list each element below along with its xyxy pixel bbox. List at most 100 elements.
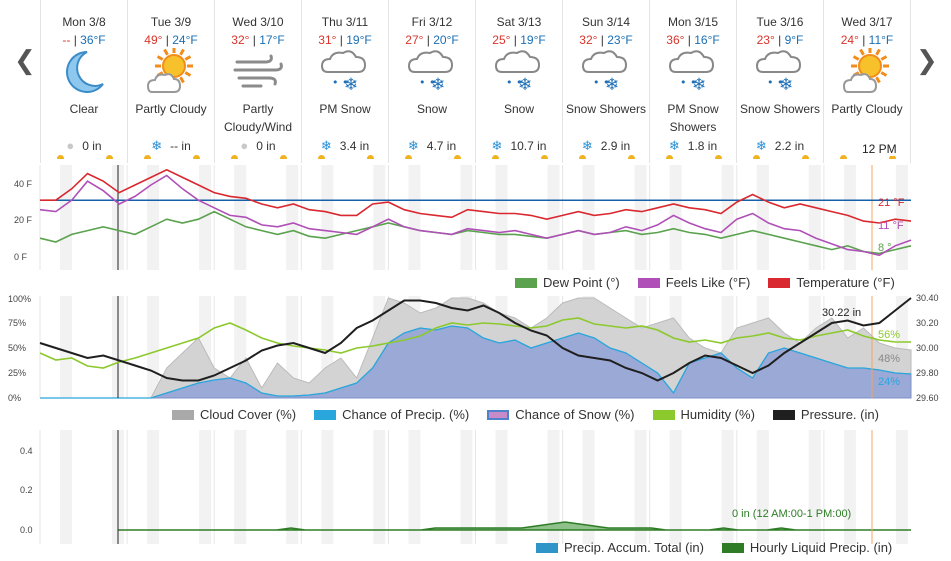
legend-swatch bbox=[172, 409, 194, 420]
day-column[interactable]: Sun 3/14 32° | 23°F • • ❄ Snow Showers ❄ 2… bbox=[562, 0, 649, 163]
day-column[interactable]: Wed 3/17 24° | 11°F Partly Cloudy bbox=[823, 0, 911, 163]
wind-icon bbox=[215, 48, 301, 96]
condition-text: PM Snow Showers bbox=[667, 102, 719, 134]
legend-label: Hourly Liquid Precip. (in) bbox=[749, 540, 893, 555]
legend-swatch bbox=[536, 542, 558, 553]
legend-item[interactable]: Precip. Accum. Total (in) bbox=[536, 540, 704, 555]
dew-point-value-label: 8 ° bbox=[878, 242, 892, 254]
temperature-chart: 40 F 20 F 0 F 21 °F 11 °F 8 ° bbox=[14, 165, 912, 270]
precip-chance-line bbox=[40, 325, 912, 399]
cloud-value-label: 48% bbox=[878, 353, 900, 365]
legend-item[interactable]: Chance of Snow (%) bbox=[487, 407, 635, 422]
next-days-button[interactable]: ❯ bbox=[916, 46, 938, 76]
condition-text: Partly Cloudy bbox=[135, 102, 207, 116]
temperature-value-label: 21 °F bbox=[878, 197, 905, 209]
legend-item[interactable]: Feels Like (°F) bbox=[637, 275, 750, 290]
low-temp: 17°F bbox=[259, 33, 285, 47]
raindrop-icon: ● bbox=[66, 138, 75, 153]
condition-text: Clear bbox=[69, 102, 99, 116]
svg-text:❄: ❄ bbox=[431, 75, 445, 95]
legend-label: Precip. Accum. Total (in) bbox=[564, 540, 704, 555]
legend-item[interactable]: Humidity (%) bbox=[652, 407, 755, 422]
sunrise-icon bbox=[840, 155, 847, 159]
high-temp: 36° bbox=[666, 33, 685, 47]
high-temp: 32° bbox=[579, 33, 598, 47]
svg-text:❄: ❄ bbox=[779, 75, 793, 95]
day-temps: 31° | 19°F bbox=[318, 33, 372, 47]
snow-icon: • • ❄ bbox=[563, 48, 649, 96]
day-column[interactable]: Thu 3/11 31° | 19°F • • ❄ PM Snow ❄ 3.4 in bbox=[301, 0, 388, 163]
day-temps: 32° | 23°F bbox=[579, 33, 633, 47]
snowflake-icon: ❄ bbox=[668, 138, 680, 153]
day-column[interactable]: Sat 3/13 25° | 19°F • • ❄ Snow ❄ 10.7 in bbox=[475, 0, 562, 163]
temperature-legend: Dew Point (°) Feels Like (°F) Temperature … bbox=[515, 275, 895, 290]
day-label: Mon 3/8 bbox=[62, 15, 106, 29]
legend-item[interactable]: Dew Point (°) bbox=[515, 275, 620, 290]
condition-text: PM Snow bbox=[319, 102, 371, 116]
day-temps: 32° | 17°F bbox=[231, 33, 285, 47]
y2-tick-label: 29.80 bbox=[916, 368, 939, 378]
y-tick-label: 75% bbox=[8, 318, 26, 328]
legend-item[interactable]: Chance of Precip. (%) bbox=[314, 407, 469, 422]
condition-text: Snow bbox=[503, 102, 535, 116]
precip-legend: Precip. Accum. Total (in) Hourly Liquid P… bbox=[536, 540, 892, 555]
legend-item[interactable]: Hourly Liquid Precip. (in) bbox=[721, 540, 893, 555]
precip-amount: ❄ -- in bbox=[151, 138, 191, 153]
day-column[interactable]: Wed 3/10 32° | 17°F Partly Cloudy/Wind ●… bbox=[214, 0, 301, 163]
legend-swatch bbox=[772, 409, 795, 420]
sunset-icon bbox=[889, 155, 896, 159]
y-tick-label: 0 F bbox=[14, 252, 28, 262]
snowflake-icon: ❄ bbox=[320, 138, 332, 153]
snowflake-icon: ❄ bbox=[491, 138, 503, 153]
legend-item[interactable]: Cloud Cover (%) bbox=[172, 407, 296, 422]
snowflake-icon: ❄ bbox=[407, 138, 419, 153]
raindrop-icon: ● bbox=[240, 138, 249, 153]
svg-text:❄: ❄ bbox=[605, 75, 619, 95]
legend-item[interactable]: Pressure. (in) bbox=[772, 407, 879, 422]
precip-amount: ● 0 in bbox=[240, 138, 276, 153]
partly-cloudy-icon bbox=[128, 48, 214, 96]
previous-days-button[interactable]: ❮ bbox=[14, 46, 36, 76]
day-column[interactable]: Fri 3/12 27° | 20°F • • ❄ Snow ❄ 4.7 in bbox=[388, 0, 475, 163]
temperature-line bbox=[40, 168, 912, 224]
humidity-line bbox=[39, 317, 911, 369]
svg-text:• •: • • bbox=[332, 76, 348, 89]
low-temp: 23°F bbox=[607, 33, 633, 47]
sunset-icon bbox=[541, 155, 548, 159]
hourly-precip-area bbox=[118, 521, 911, 531]
y-tick-label: 0% bbox=[8, 393, 21, 403]
snowflake-icon: ❄ bbox=[755, 138, 767, 153]
day-column[interactable]: Mon 3/15 36° | 16°F • • ❄ PM Snow Showers… bbox=[649, 0, 736, 163]
snow-icon: • • ❄ bbox=[302, 48, 388, 96]
legend-swatch bbox=[314, 409, 337, 420]
sunrise-icon bbox=[57, 155, 64, 159]
sunrise-icon bbox=[144, 155, 151, 159]
legend-label: Cloud Cover (%) bbox=[200, 407, 297, 422]
dew-point-line bbox=[39, 210, 912, 255]
pressure-line bbox=[39, 297, 912, 382]
snow-icon: • • ❄ bbox=[737, 48, 823, 96]
day-temps: 25° | 19°F bbox=[492, 33, 546, 47]
partly-cloudy-icon bbox=[824, 48, 910, 96]
high-temp: 27° bbox=[405, 33, 424, 47]
condition-text: Partly Cloudy/Wind bbox=[223, 102, 293, 134]
legend-item[interactable]: Temperature (°F) bbox=[768, 275, 895, 290]
low-temp: 19°F bbox=[346, 33, 372, 47]
day-label: Fri 3/12 bbox=[411, 15, 453, 29]
day-label: Wed 3/10 bbox=[232, 15, 284, 29]
y2-tick-label: 30.00 bbox=[916, 343, 939, 353]
svg-text:❄: ❄ bbox=[518, 75, 532, 95]
sunset-icon bbox=[628, 155, 635, 159]
day-column[interactable]: Tue 3/9 49° | 24°F Partly Cloudy ❄ -- in bbox=[127, 0, 214, 163]
day-column[interactable]: Mon 3/8 -- | 36°F Clear ● 0 in bbox=[40, 0, 127, 163]
day-label: Sat 3/13 bbox=[496, 15, 542, 29]
high-temp: 25° bbox=[492, 33, 511, 47]
humidity-value-label: 56% bbox=[878, 329, 900, 341]
high-temp: 23° bbox=[756, 33, 775, 47]
precip-amount: ❄ 10.7 in bbox=[491, 138, 547, 153]
pressure-value-label: 30.22 in bbox=[822, 307, 861, 319]
svg-text:• •: • • bbox=[680, 76, 696, 89]
day-column[interactable]: Tue 3/16 23° | 9°F • • ❄ Snow Showers ❄ 2.… bbox=[736, 0, 823, 163]
sunset-icon bbox=[193, 155, 200, 159]
y-tick-label: 100% bbox=[8, 294, 31, 304]
